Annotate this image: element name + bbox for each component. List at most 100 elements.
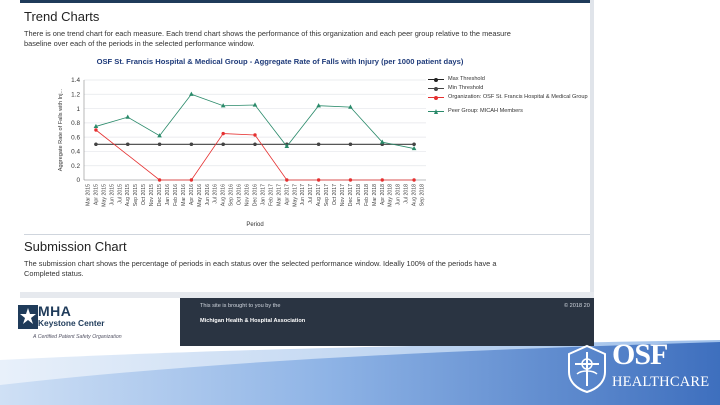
osf-crest-icon xyxy=(568,344,606,394)
osf-logo-name: OSF xyxy=(612,338,668,371)
data-point-marker xyxy=(348,178,353,182)
data-point-marker xyxy=(157,142,162,146)
legend-label: Max Threshold xyxy=(448,76,485,82)
panel-top-border xyxy=(20,0,594,3)
data-point-marker xyxy=(220,103,226,108)
data-point-marker xyxy=(126,142,130,146)
x-tick-label: Sep 2015 xyxy=(133,184,139,206)
data-point-marker xyxy=(379,139,385,144)
data-point-marker xyxy=(189,142,194,146)
footer-association-link[interactable]: Michigan Health & Hospital Association xyxy=(200,318,306,324)
mha-logo-name: MHA xyxy=(38,303,72,319)
x-tick-label: Jul 2016 xyxy=(213,184,219,204)
x-tick-label: Dec 2015 xyxy=(157,184,163,206)
data-point-marker xyxy=(284,143,290,149)
data-point-marker xyxy=(93,123,99,129)
mha-logo-tagline: A Certified Patient Safety Organization xyxy=(33,334,122,340)
x-tick-label: Jul 2017 xyxy=(308,184,314,204)
footer-copyright: © 2018 20 xyxy=(564,303,590,309)
footer-brought-by-text: This site is brought to you by the xyxy=(200,303,281,309)
series-line xyxy=(95,129,415,181)
x-tick-label: May 2016 xyxy=(197,184,203,207)
chart-title: OSF St. Francis Hospital & Medical Group… xyxy=(96,57,464,66)
legend-label: Organization: OSF St. Francis Hospital &… xyxy=(448,94,588,100)
x-tick-label: Dec 2017 xyxy=(348,184,354,206)
legend-marker xyxy=(434,95,438,100)
x-tick-label: Jul 2015 xyxy=(117,184,123,204)
data-point-marker xyxy=(348,104,353,109)
data-point-marker xyxy=(348,142,353,146)
falls-trend-chart: 0 0.2 0.4 0.6 0.8 1 1.2 1.4 Aggregate Rate of Fa… xyxy=(58,77,426,228)
data-point-marker xyxy=(157,133,162,138)
footer-light-band xyxy=(20,292,594,298)
x-tick-label: Nov 2017 xyxy=(340,184,346,206)
data-point-marker xyxy=(285,178,289,182)
legend-item-max-threshold[interactable]: Max Threshold xyxy=(426,76,591,85)
site-footer xyxy=(180,298,594,346)
y-tick-label: 1.2 xyxy=(71,91,80,98)
data-point-marker xyxy=(94,128,98,132)
x-tick-label: Nov 2016 xyxy=(245,184,251,206)
legend-item-min-threshold[interactable]: Min Threshold xyxy=(426,85,591,94)
x-tick-label: Jan 2018 xyxy=(356,184,362,205)
x-tick-label: Sep 2018 xyxy=(420,184,426,206)
legend-label: Min Threshold xyxy=(448,85,484,91)
data-point-marker xyxy=(316,178,321,182)
data-point-marker xyxy=(157,178,162,182)
legend-marker xyxy=(434,77,438,82)
x-tick-label: Jun 2015 xyxy=(109,184,115,205)
y-tick-label: 1 xyxy=(76,106,80,113)
x-tick-label: Aug 2017 xyxy=(316,184,322,206)
legend-label: Peer Group: MICAH Members xyxy=(448,108,523,114)
data-point-marker xyxy=(411,145,417,151)
x-tick-label: Sep 2017 xyxy=(324,184,330,206)
x-tick-label: Oct 2017 xyxy=(332,184,338,205)
x-tick-label: Feb 2016 xyxy=(173,184,179,206)
legend-item-peer-group[interactable]: Peer Group: MICAH Members xyxy=(426,108,591,117)
y-tick-label: 0.2 xyxy=(71,163,80,170)
data-point-marker xyxy=(412,142,416,146)
x-tick-label: Jan 2017 xyxy=(260,184,266,205)
x-tick-label: Feb 2018 xyxy=(364,184,370,206)
footer-logo-area xyxy=(20,298,180,346)
legend-marker xyxy=(434,86,438,91)
y-tick-label: 0.6 xyxy=(71,134,80,141)
data-point-marker xyxy=(221,131,225,136)
x-tick-label: Mar 2015 xyxy=(85,184,91,206)
x-tick-label: Jul 2018 xyxy=(404,184,410,204)
y-tick-label: 0.4 xyxy=(71,149,80,156)
mha-logo-subtitle: Keystone Center xyxy=(38,318,105,328)
x-tick-label: Mar 2018 xyxy=(372,184,378,206)
x-tick-label: Mar 2016 xyxy=(181,184,187,206)
data-point-marker xyxy=(189,178,194,182)
x-tick-label: Aug 2015 xyxy=(125,184,131,206)
data-point-marker xyxy=(316,142,321,146)
trend-charts-heading: Trend Charts xyxy=(24,9,100,24)
x-tick-label: Jun 2017 xyxy=(300,184,306,205)
submission-chart-heading: Submission Chart xyxy=(24,239,127,254)
x-tick-label: Oct 2015 xyxy=(141,184,147,205)
x-tick-label: Jan 2016 xyxy=(165,184,171,205)
x-tick-label: Oct 2016 xyxy=(237,184,243,205)
x-tick-label: Aug 2018 xyxy=(412,184,418,206)
submission-chart-description-line1: The submission chart shows the percentag… xyxy=(24,259,497,268)
x-tick-label: Apr 2015 xyxy=(93,184,99,205)
osf-logo-subtitle: HEALTHCARE xyxy=(612,374,710,390)
trend-charts-description-line1: There is one trend chart for each measur… xyxy=(24,29,511,38)
data-point-marker xyxy=(412,178,416,182)
embedded-screenshot-panel: Trend Charts There is one trend chart fo… xyxy=(20,0,594,346)
x-tick-label: Mar 2017 xyxy=(276,184,282,206)
data-point-marker xyxy=(221,142,225,146)
data-point-marker xyxy=(252,102,258,107)
x-tick-label: Dec 2016 xyxy=(253,184,259,206)
legend-item-organization[interactable]: Organization: OSF St. Francis Hospital &… xyxy=(426,94,591,108)
data-point-marker xyxy=(253,142,257,146)
x-tick-label: May 2015 xyxy=(101,184,107,207)
data-point-marker xyxy=(189,91,194,96)
legend-marker xyxy=(434,108,438,114)
data-point-marker xyxy=(253,133,257,137)
trend-charts-description-line2: baseline over each of the periods in the… xyxy=(24,39,255,48)
chart-legend: Max Threshold Min Threshold Organization… xyxy=(426,76,591,117)
x-tick-label: Apr 2017 xyxy=(284,184,290,205)
y-tick-label: 0.8 xyxy=(71,120,80,127)
